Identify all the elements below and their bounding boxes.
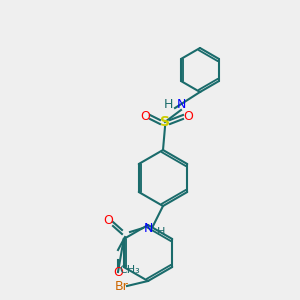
Text: H: H xyxy=(164,98,173,112)
Text: CH₃: CH₃ xyxy=(120,265,140,275)
Text: H: H xyxy=(157,227,165,237)
Text: O: O xyxy=(103,214,113,226)
Text: S: S xyxy=(160,115,170,129)
Text: O: O xyxy=(113,266,123,278)
Text: N: N xyxy=(177,98,186,112)
Text: N: N xyxy=(143,221,153,235)
Text: O: O xyxy=(140,110,150,124)
Text: Br: Br xyxy=(115,280,129,292)
Text: O: O xyxy=(183,110,193,124)
